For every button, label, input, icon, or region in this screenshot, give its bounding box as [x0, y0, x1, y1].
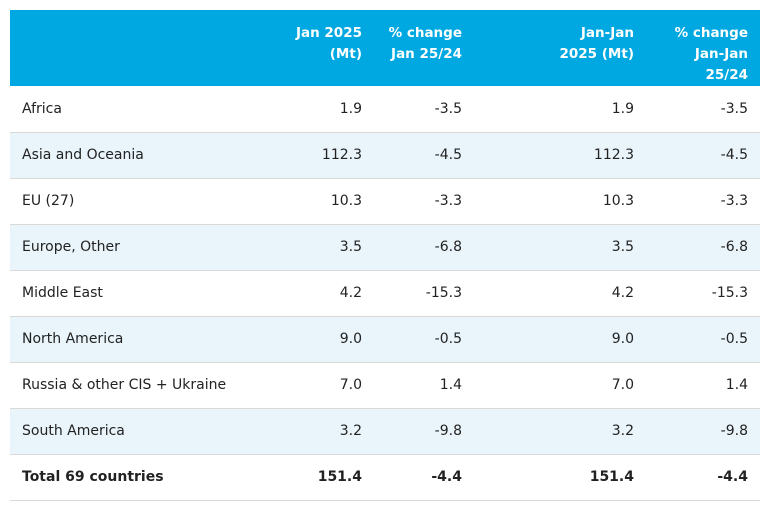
region-cell: EU (27)	[10, 178, 282, 225]
pct-change-jan-jan-cell: 1.4	[646, 362, 760, 409]
total-jan-jan-2025-cell: 151.4	[474, 454, 646, 501]
pct-change-jan-cell: -0.5	[374, 316, 474, 363]
region-cell: Middle East	[10, 270, 282, 317]
pct-change-jan-cell: -9.8	[374, 408, 474, 455]
jan-2025-cell: 1.9	[282, 86, 374, 133]
header-line: Jan-Jan	[694, 46, 748, 62]
jan-jan-2025-cell: 3.2	[474, 408, 646, 455]
jan-2025-cell: 4.2	[282, 270, 374, 317]
pct-change-jan-cell: -6.8	[374, 224, 474, 271]
region-cell: South America	[10, 408, 282, 455]
region-cell: Russia & other CIS + Ukraine	[10, 362, 282, 409]
header-region	[10, 10, 282, 86]
jan-2025-cell: 3.2	[282, 408, 374, 455]
header-line: 2025 (Mt)	[559, 46, 634, 62]
pct-change-jan-cell: -3.3	[374, 178, 474, 225]
total-region-cell: Total 69 countries	[10, 454, 282, 501]
region-cell: Asia and Oceania	[10, 132, 282, 179]
total-jan-2025-cell: 151.4	[282, 454, 374, 501]
pct-change-jan-jan-cell: -4.5	[646, 132, 760, 179]
table-row: Russia & other CIS + Ukraine 7.0 1.4 7.0…	[10, 362, 760, 409]
steel-production-table: Jan 2025 (Mt) % change Jan 25/24 Jan-Jan…	[10, 10, 760, 501]
jan-2025-cell: 10.3	[282, 178, 374, 225]
header-pct-change-jan-jan: % change Jan-Jan 25/24	[646, 10, 760, 86]
table-row: Europe, Other 3.5 -6.8 3.5 -6.8	[10, 224, 760, 271]
jan-jan-2025-cell: 112.3	[474, 132, 646, 179]
header-row: Jan 2025 (Mt) % change Jan 25/24 Jan-Jan…	[10, 10, 760, 86]
jan-2025-cell: 7.0	[282, 362, 374, 409]
jan-jan-2025-cell: 9.0	[474, 316, 646, 363]
region-cell: Africa	[10, 86, 282, 133]
header-jan-jan-2025: Jan-Jan 2025 (Mt)	[474, 10, 646, 86]
total-pct-change-jan-jan-cell: -4.4	[646, 454, 760, 501]
pct-change-jan-jan-cell: -15.3	[646, 270, 760, 317]
pct-change-jan-jan-cell: -0.5	[646, 316, 760, 363]
header-line: % change	[388, 25, 462, 41]
pct-change-jan-jan-cell: -3.5	[646, 86, 760, 133]
header-jan-2025: Jan 2025 (Mt)	[282, 10, 374, 86]
table-row: Africa 1.9 -3.5 1.9 -3.5	[10, 86, 760, 133]
header-line: Jan 25/24	[391, 46, 462, 62]
jan-jan-2025-cell: 7.0	[474, 362, 646, 409]
jan-2025-cell: 9.0	[282, 316, 374, 363]
jan-2025-cell: 112.3	[282, 132, 374, 179]
table-body: Africa 1.9 -3.5 1.9 -3.5 Asia and Oceani…	[10, 86, 760, 501]
total-row: Total 69 countries 151.4 -4.4 151.4 -4.4	[10, 454, 760, 501]
header-line: (Mt)	[329, 46, 362, 62]
steel-production-table-container: Jan 2025 (Mt) % change Jan 25/24 Jan-Jan…	[10, 10, 760, 501]
jan-jan-2025-cell: 1.9	[474, 86, 646, 133]
header-line: Jan-Jan	[580, 25, 634, 41]
table-row: EU (27) 10.3 -3.3 10.3 -3.3	[10, 178, 760, 225]
pct-change-jan-jan-cell: -3.3	[646, 178, 760, 225]
table-row: South America 3.2 -9.8 3.2 -9.8	[10, 408, 760, 455]
table-row: Asia and Oceania 112.3 -4.5 112.3 -4.5	[10, 132, 760, 179]
table-row: Middle East 4.2 -15.3 4.2 -15.3	[10, 270, 760, 317]
pct-change-jan-cell: 1.4	[374, 362, 474, 409]
header-line: % change	[674, 25, 748, 41]
pct-change-jan-cell: -4.5	[374, 132, 474, 179]
header-line: Jan 2025	[295, 25, 362, 41]
header-line: 25/24	[705, 67, 748, 83]
header-pct-change-jan: % change Jan 25/24	[374, 10, 474, 86]
pct-change-jan-jan-cell: -9.8	[646, 408, 760, 455]
jan-jan-2025-cell: 4.2	[474, 270, 646, 317]
pct-change-jan-cell: -3.5	[374, 86, 474, 133]
table-row: North America 9.0 -0.5 9.0 -0.5	[10, 316, 760, 363]
jan-jan-2025-cell: 3.5	[474, 224, 646, 271]
region-cell: North America	[10, 316, 282, 363]
region-cell: Europe, Other	[10, 224, 282, 271]
pct-change-jan-jan-cell: -6.8	[646, 224, 760, 271]
jan-2025-cell: 3.5	[282, 224, 374, 271]
pct-change-jan-cell: -15.3	[374, 270, 474, 317]
jan-jan-2025-cell: 10.3	[474, 178, 646, 225]
total-pct-change-jan-cell: -4.4	[374, 454, 474, 501]
table-header: Jan 2025 (Mt) % change Jan 25/24 Jan-Jan…	[10, 10, 760, 86]
